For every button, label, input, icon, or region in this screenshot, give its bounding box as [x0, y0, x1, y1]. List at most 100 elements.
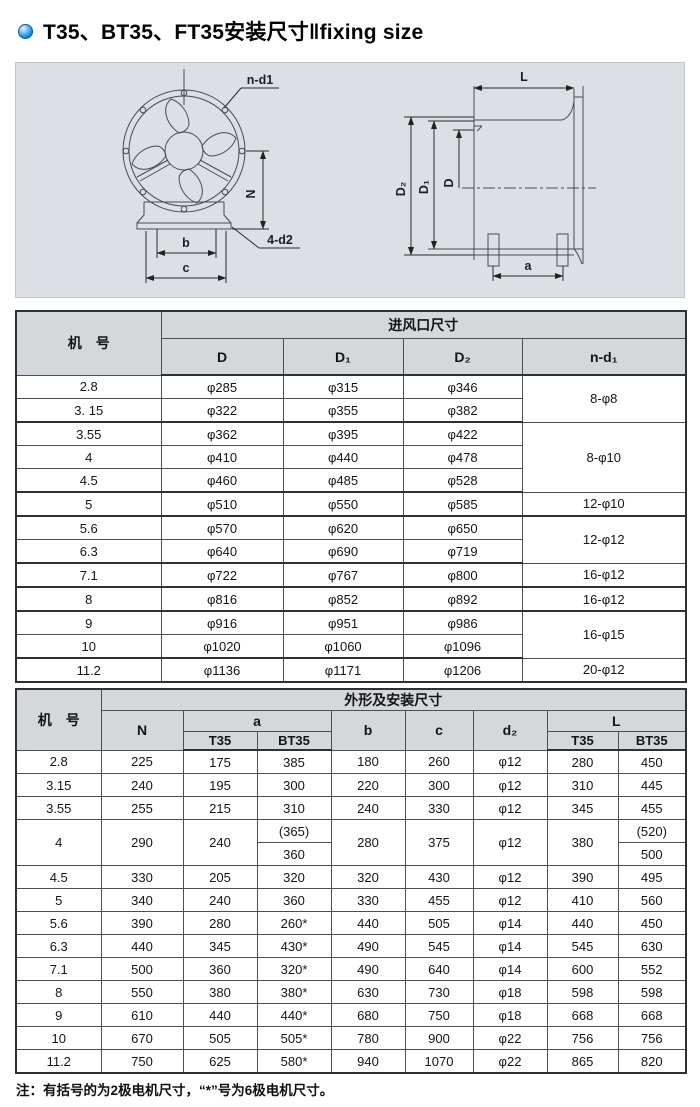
dim-b-cell: 320 [330, 865, 406, 889]
table-row: 4 290 240 (365) 280 375 φ12 380 (520) [15, 819, 687, 866]
table-row: 6.3 φ640 φ690 φ719 [15, 539, 686, 564]
l-bt35-cell: 450 [617, 911, 687, 935]
table-subrow: 360 500 [16, 842, 687, 866]
dim-b-cell: 280 [330, 819, 406, 866]
a-bt35-cell: 505* [256, 1026, 332, 1050]
dim-c-cell: 330 [404, 796, 474, 820]
dim-c-cell: 300 [404, 773, 474, 797]
nd1-cell: 12-φ10 [521, 491, 687, 517]
model-cell: 2.8 [15, 374, 162, 399]
nd1-cell: 16-φ12 [521, 562, 687, 588]
table-row: 3.55 255 215 310 240 330 φ12 345 455 [15, 796, 687, 820]
table-row: 5 340 240 360 330 455 φ12 410 560 [15, 888, 687, 912]
table-row: 11.2 750 625 580* 940 1070 φ22 865 820 [15, 1049, 687, 1074]
column-header-D1: D₁ [282, 338, 404, 376]
dim-d2-cell: φ18 [472, 1003, 548, 1027]
l-bt35-cell: 668 [617, 1003, 687, 1027]
group-header-outline: 外形及安装尺寸 [100, 688, 687, 711]
nd1-cell: 8-φ8 [521, 374, 687, 423]
model-cell: 5.6 [15, 515, 162, 540]
table-row: 4.5 330 205 320 320 430 φ12 390 495 [15, 865, 687, 889]
dim-D1-cell: φ767 [282, 562, 404, 588]
dim-D-cell: φ410 [160, 445, 284, 469]
l-bt35-cell: 598 [617, 980, 687, 1004]
fan-struts [136, 159, 232, 182]
l-bt35-cell: 500 [617, 842, 687, 866]
a-t35-cell: 625 [182, 1049, 258, 1074]
table-row: 11.2 φ1136 φ1171 φ1206 20-φ12 [15, 657, 687, 683]
dim-D2-cell: φ892 [402, 586, 523, 612]
fan-blade [201, 132, 237, 157]
spec-note: 注：有括号的为2极电机尺寸，“*”号为6极电机尺寸。 [16, 1083, 334, 1098]
dim-D2-cell: φ986 [402, 610, 523, 635]
model-cell: 5 [15, 888, 102, 912]
inlet-table-body: 2.8 φ285 φ315 φ346 8-φ8 3. 15 φ322 φ355 φ382 3.55… [15, 374, 687, 683]
model-cell: 6.3 [15, 539, 162, 564]
a-bt35-cell: 320* [256, 957, 332, 981]
dim-d2-cell: φ12 [472, 749, 548, 774]
dim-D-cell: φ1136 [160, 657, 284, 683]
table-row: 4.5 φ460 φ485 φ528 [15, 468, 686, 493]
table-row: 9 φ916 φ951 φ986 16-φ15 [15, 610, 687, 659]
model-cell: 4 [15, 819, 102, 866]
dim-c-cell: 750 [404, 1003, 474, 1027]
callout-label-n-d1: n-d1 [247, 73, 273, 87]
l-bt35-cell: 820 [617, 1049, 687, 1074]
model-cell: 7.1 [15, 957, 102, 981]
column-header-N: N [100, 710, 184, 751]
a-bt35-cell: 260* [256, 911, 332, 935]
dim-d2-cell: φ22 [472, 1049, 548, 1074]
dimension-label-a: a [525, 259, 533, 273]
model-cell: 10 [15, 634, 162, 659]
dim-D-cell: φ285 [160, 374, 284, 399]
dim-D-cell: φ916 [160, 610, 284, 635]
a-t35-cell: 205 [182, 865, 258, 889]
dim-d2-cell: φ18 [472, 980, 548, 1004]
l-t35-cell: 668 [546, 1003, 619, 1027]
l-bt35-cell: 445 [617, 773, 687, 797]
table-row: 7.1 φ722 φ767 φ800 16-φ12 [15, 562, 687, 588]
dim-D-cell: φ570 [160, 515, 284, 540]
dim-N-cell: 255 [100, 796, 184, 820]
table-row: 8 φ816 φ852 φ892 16-φ12 [15, 586, 687, 612]
l-t35-cell: 440 [546, 911, 619, 935]
dim-D1-cell: φ395 [282, 421, 404, 446]
a-t35-cell: 240 [182, 888, 258, 912]
dim-D2-cell: φ346 [402, 374, 523, 399]
dimension-N: N [232, 150, 269, 230]
dimension-label-c: c [183, 261, 190, 275]
model-cell: 9 [15, 610, 162, 635]
dim-N-cell: 225 [100, 749, 184, 774]
l-bt35-cell: 495 [617, 865, 687, 889]
dim-d2-cell: φ14 [472, 934, 548, 958]
a-bt35-cell: 380* [256, 980, 332, 1004]
l-bt35-cell: 630 [617, 934, 687, 958]
page-title-row: T35、BT35、FT35安装尺寸‖fixing size [18, 16, 423, 46]
dim-N-cell: 240 [100, 773, 184, 797]
a-bt35-cell: 430* [256, 934, 332, 958]
table-row: 10 670 505 505* 780 900 φ22 756 756 [15, 1026, 687, 1050]
dim-c-cell: 640 [404, 957, 474, 981]
dim-D2-cell: φ650 [402, 515, 523, 540]
model-cell: 5.6 [15, 911, 102, 935]
dim-N-cell: 500 [100, 957, 184, 981]
dim-b-cell: 180 [330, 749, 406, 774]
dim-N-cell: 610 [100, 1003, 184, 1027]
dim-d2-cell: φ12 [472, 773, 548, 797]
model-cell: 4 [15, 445, 162, 469]
model-cell: 9 [15, 1003, 102, 1027]
l-t35-cell: 756 [546, 1026, 619, 1050]
dimension-label-D2: D₂ [394, 182, 408, 197]
dim-c-cell: 1070 [404, 1049, 474, 1074]
column-header-D2: D₂ [402, 338, 523, 376]
dim-b-cell: 940 [330, 1049, 406, 1074]
dim-N-cell: 330 [100, 865, 184, 889]
dim-c-cell: 375 [404, 819, 474, 866]
dim-D2-cell: φ585 [402, 491, 523, 517]
dim-N-cell: 750 [100, 1049, 184, 1074]
dim-c-cell: 545 [404, 934, 474, 958]
dim-N-cell: 670 [100, 1026, 184, 1050]
installation-dimensions-table: 机 号 外形及安装尺寸 N a b c d₂ L T35 BT35 T35 BT… [15, 688, 687, 1074]
a-bt35-cell: 385 [256, 749, 332, 774]
a-t35-cell: 280 [182, 911, 258, 935]
